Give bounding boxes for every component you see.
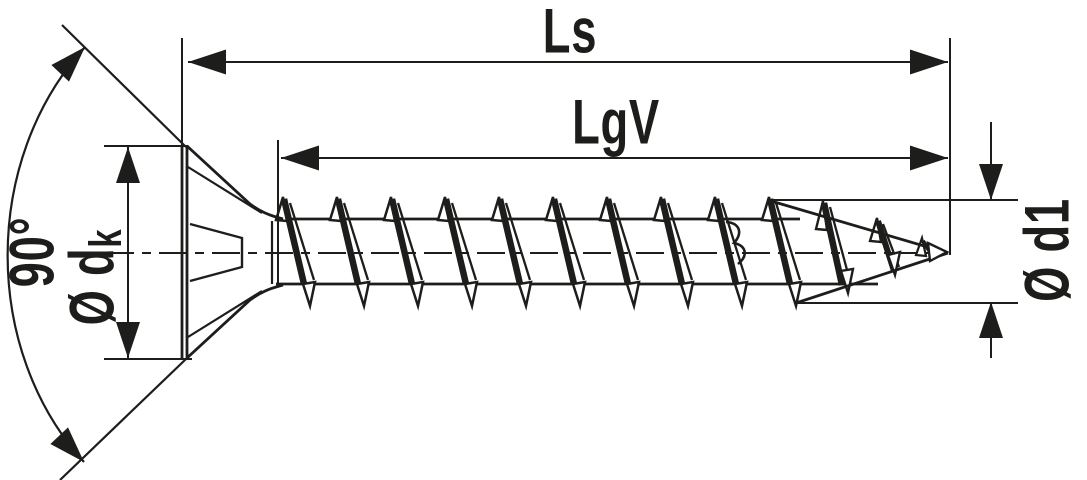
screw-tip (770, 199, 950, 305)
label-thread-diameter: Ø d1 (1012, 198, 1083, 302)
arc-arrow-top (51, 47, 85, 82)
tip-taper-top (770, 199, 949, 255)
construction-line-bottom (59, 358, 187, 480)
arrow-left (188, 49, 226, 75)
head-cone-bottom (186, 283, 284, 360)
angle-arc (6, 46, 86, 463)
label-head-diameter-prefix: Ø d (57, 247, 128, 326)
arrow-down (979, 164, 1003, 200)
head-cone-top (186, 144, 284, 221)
arrow-right (910, 49, 948, 75)
dim-screw-length (181, 38, 951, 255)
arrow-up (979, 302, 1003, 338)
label-thread-length: LgV (572, 87, 660, 158)
construction-line-top (61, 24, 187, 148)
arc-arrow-bottom (50, 427, 84, 462)
arrow-down (116, 322, 140, 358)
thread (276, 197, 801, 306)
tip-taper-bottom (795, 251, 949, 305)
label-head-diameter-subscript: k (79, 228, 131, 248)
arrow-up (116, 147, 140, 183)
screw-head (180, 144, 284, 360)
label-countersink-angle: 90° (0, 216, 68, 288)
dim-thread-length (277, 140, 948, 286)
label-screw-length: Ls (542, 0, 598, 67)
dim-thread-diameter (768, 122, 1018, 358)
thread-serration (725, 220, 746, 266)
arrow-right (910, 145, 948, 171)
tip-crest (926, 240, 950, 263)
arrow-left (281, 145, 319, 171)
drive-recess-profile (189, 222, 244, 283)
dim-head-diameter (104, 145, 192, 360)
label-head-diameter: Ø dk (58, 228, 131, 326)
